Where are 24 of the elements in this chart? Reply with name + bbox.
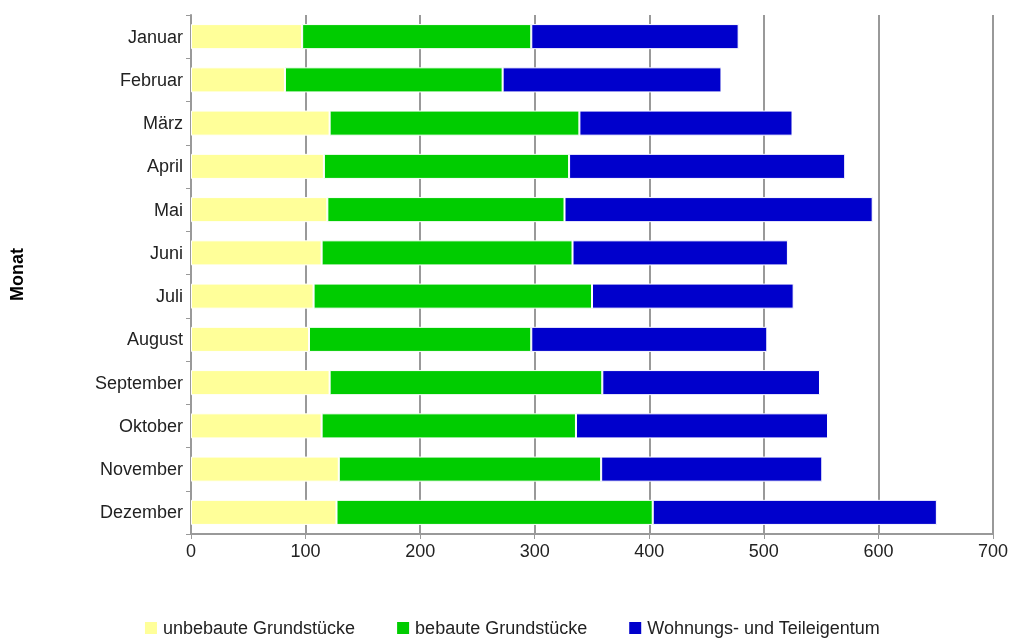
x-tick-label: 0 [185,541,197,561]
legend-label: bebaute Grundstücke [415,618,588,638]
y-axis-title: Monat [7,248,27,301]
y-tick-label: August [126,329,183,350]
y-tick-label: März [143,113,183,134]
legend-label: unbebaute Grundstücke [162,618,356,638]
y-tick-label: November [99,459,183,480]
x-tick-label: 600 [863,541,894,561]
y-tick-label: Februar [119,69,183,90]
y-tick-label: Oktober [118,415,183,436]
y-tick-label: Dezember [99,502,183,523]
y-tick-label: Mai [153,199,183,220]
x-tick-label: 700 [977,541,1009,561]
y-tick-label: September [94,372,183,393]
x-tick-label: 300 [519,541,550,561]
y-tick-label: April [146,156,183,177]
x-tick-label: 200 [405,541,436,561]
x-tick-label: 400 [634,541,665,561]
x-tick-label: 100 [290,541,321,561]
x-tick-label: 500 [748,541,779,561]
y-tick-label: Juli [155,286,183,307]
legend-label: Wohnungs- und Teileigentum [647,618,880,638]
y-tick-label: Januar [127,26,183,47]
y-tick-label: Juni [149,242,183,263]
